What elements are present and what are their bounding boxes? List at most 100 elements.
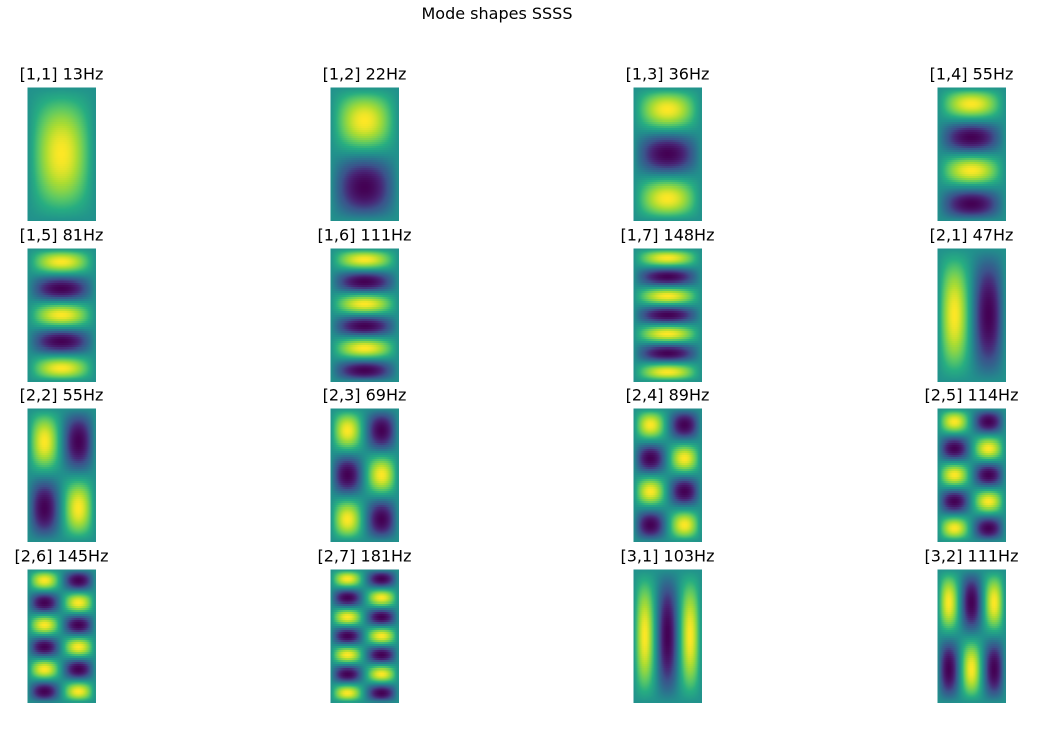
heatmap-cell <box>49 107 53 111</box>
heatmap-cell <box>35 103 39 107</box>
heatmap-cell <box>85 107 89 111</box>
heatmap-cell <box>63 119 67 123</box>
heatmap-cell <box>27 105 31 109</box>
heatmap-cell <box>35 109 39 113</box>
heatmap-cell <box>83 101 87 105</box>
heatmap-cell <box>55 121 59 125</box>
heatmap-cell <box>83 123 87 127</box>
heatmap-cell <box>65 107 69 111</box>
heatmap-cell <box>65 89 69 93</box>
heatmap-cell <box>55 117 59 121</box>
heatmap-cell <box>65 119 69 123</box>
heatmap-cell <box>53 95 57 99</box>
heatmap-cell <box>75 113 79 117</box>
heatmap-cell <box>33 115 37 119</box>
heatmap-cell <box>39 119 43 123</box>
heatmap-cell <box>87 99 91 103</box>
heatmap-cell <box>79 105 83 109</box>
heatmap-cell <box>41 97 45 101</box>
heatmap-cell <box>43 107 47 111</box>
heatmap-cell <box>33 103 37 107</box>
heatmap-cell <box>93 123 97 127</box>
heatmap-cell <box>31 99 35 103</box>
heatmap-cell <box>89 105 93 109</box>
heatmap-cell <box>59 101 63 105</box>
heatmap-cell <box>93 91 97 95</box>
heatmap-cell <box>69 93 73 97</box>
heatmap-cell <box>63 87 67 91</box>
heatmap-cell <box>55 125 59 129</box>
heatmap-cell <box>69 105 73 109</box>
heatmap-cell <box>75 119 79 123</box>
heatmap-cell <box>29 121 33 125</box>
heatmap-cell <box>63 107 67 111</box>
heatmap-cell <box>55 93 59 97</box>
heatmap-cell <box>89 111 93 115</box>
heatmap-cell <box>37 97 41 101</box>
heatmap-cell <box>35 95 39 99</box>
heatmap-cell <box>55 87 59 91</box>
heatmap-cell <box>31 117 35 121</box>
heatmap-cell <box>29 93 33 97</box>
heatmap-cell <box>65 121 69 125</box>
heatmap-cell <box>67 91 71 95</box>
heatmap-cell <box>57 95 61 99</box>
heatmap-cell <box>61 121 65 125</box>
heatmap-cell <box>69 87 73 91</box>
heatmap-cell <box>83 121 87 125</box>
heatmap-cell <box>67 87 71 91</box>
heatmap-cell <box>89 109 93 113</box>
heatmap-cell <box>93 107 97 111</box>
heatmap-cell <box>45 105 49 109</box>
heatmap-cell <box>49 119 53 123</box>
heatmap-cell <box>35 101 39 105</box>
heatmap-cell <box>75 103 79 107</box>
heatmap-cell <box>51 107 55 111</box>
heatmap-cell <box>83 95 87 99</box>
heatmap-cell <box>87 93 91 97</box>
heatmap-cell <box>65 117 69 121</box>
heatmap-cell <box>33 107 37 111</box>
heatmap-cell <box>81 99 85 103</box>
heatmap-cell <box>79 89 83 93</box>
heatmap-cell <box>87 115 91 119</box>
heatmap-cell <box>89 97 93 101</box>
heatmap-cell <box>59 113 63 117</box>
heatmap-cell <box>63 115 67 119</box>
heatmap-cell <box>55 101 59 105</box>
heatmap-cell <box>35 89 39 93</box>
heatmap-cell <box>41 103 45 107</box>
heatmap-cell <box>93 115 97 119</box>
heatmap-cell <box>81 109 85 113</box>
heatmap-cell <box>83 115 87 119</box>
heatmap-cell <box>27 97 31 101</box>
heatmap-cell <box>69 97 73 101</box>
heatmap-cell <box>89 87 93 91</box>
heatmap-cell <box>35 97 39 101</box>
heatmap-cell <box>39 95 43 99</box>
heatmap-cell <box>79 125 83 129</box>
heatmap-cell <box>67 113 71 117</box>
heatmap-cell <box>77 91 81 95</box>
heatmap-cell <box>45 119 49 123</box>
heatmap-cell <box>71 111 75 115</box>
heatmap-cell <box>55 91 59 95</box>
heatmap-cell <box>61 87 65 91</box>
heatmap-cell <box>73 121 77 125</box>
heatmap-cell <box>37 119 41 123</box>
heatmap-cell <box>91 121 95 125</box>
heatmap-cell <box>73 105 77 109</box>
heatmap-cell <box>57 117 61 121</box>
heatmap-cell <box>93 113 97 117</box>
heatmap-cell <box>89 99 93 103</box>
heatmap-cell <box>43 113 47 117</box>
heatmap-cell <box>61 101 65 105</box>
heatmap-cell <box>29 95 33 99</box>
heatmap-cell <box>53 91 57 95</box>
heatmap-cell <box>45 111 49 115</box>
heatmap-cell <box>91 93 95 97</box>
heatmap-cell <box>67 97 71 101</box>
heatmap-cell <box>37 107 41 111</box>
heatmap-cell <box>37 101 41 105</box>
heatmap-cell <box>77 111 81 115</box>
